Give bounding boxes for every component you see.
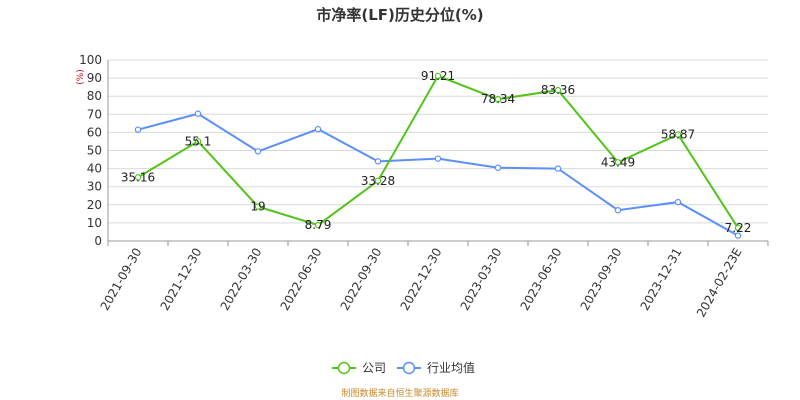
data-label: 19 — [250, 200, 265, 214]
data-point — [134, 174, 142, 181]
chart-title: 市净率(LF)历史分位(%) — [316, 6, 483, 24]
data-point — [254, 148, 262, 155]
legend-marker — [337, 361, 351, 375]
data-point — [734, 232, 742, 239]
y-tick-label: 70 — [87, 107, 102, 121]
y-tick-label: 50 — [87, 144, 102, 158]
data-point — [254, 203, 262, 210]
y-tick-label: 80 — [87, 89, 102, 103]
series-layer: 35.16 55.1 19 8.79 33.28 91.21 78.34 83.36 43.49… — [121, 69, 752, 239]
data-point — [554, 86, 562, 94]
data-point — [674, 131, 682, 138]
x-tick-label: 2023-03-30 — [458, 246, 505, 313]
data-label: 8.79 — [305, 218, 332, 232]
y-tick-label: 20 — [87, 198, 102, 212]
data-point — [314, 221, 322, 229]
x-tick-label: 2022-03-30 — [218, 246, 265, 313]
x-tick-label: 2023-12-31 — [638, 246, 685, 313]
data-point — [554, 165, 562, 172]
legend-marker — [402, 361, 416, 375]
legend-label: 行业均值 — [427, 360, 475, 375]
grid — [108, 59, 768, 242]
legend-item-company[interactable]: 公司 — [332, 361, 386, 375]
x-tick-label: 2021-12-30 — [158, 246, 205, 313]
data-point — [494, 164, 502, 171]
data-label: 91.21 — [421, 69, 455, 83]
data-label: 43.49 — [601, 155, 635, 169]
x-tick-label: 2022-09-30 — [338, 246, 385, 313]
x-axis: 2021-09-30 2021-12-30 2022-03-30 2022-06-30… — [98, 241, 769, 320]
y-tick-label: 60 — [87, 125, 102, 139]
data-label: 35.16 — [121, 170, 155, 184]
x-tick-label: 2024-02-23E — [694, 246, 745, 320]
y-tick-label: 10 — [87, 216, 102, 230]
y-tick-label: 90 — [87, 71, 102, 85]
y-tick-label: 0 — [94, 234, 102, 248]
data-point — [374, 177, 382, 184]
data-point — [494, 96, 502, 103]
data-point — [374, 158, 382, 165]
x-tick-label: 2022-06-30 — [278, 246, 325, 313]
source-note: 制图数据来自恒生聚源数据库 — [341, 387, 458, 399]
data-label: 33.28 — [361, 174, 395, 188]
legend[interactable]: 公司 行业均值 — [332, 360, 475, 375]
legend-label: 公司 — [362, 361, 386, 375]
data-label: 78.34 — [481, 92, 515, 106]
data-label: 55.1 — [185, 134, 212, 148]
data-point — [674, 198, 682, 206]
data-point — [614, 159, 622, 166]
legend-item-industry[interactable]: 行业均值 — [397, 360, 475, 375]
x-tick-label: 2023-09-30 — [578, 246, 625, 313]
data-point — [134, 126, 142, 133]
data-label: 7.22 — [725, 221, 752, 235]
y-tick-label: 100 — [79, 53, 102, 67]
data-point — [614, 207, 622, 214]
y-unit-label: (%) — [76, 69, 86, 85]
x-tick-label: 2022-12-30 — [398, 246, 445, 313]
data-point — [194, 110, 202, 117]
y-tick-label: 40 — [87, 162, 102, 176]
data-point — [434, 72, 442, 80]
data-label: 58.87 — [661, 127, 695, 141]
y-axis: 0 10 20 30 40 50 60 70 80 90 100 — [79, 53, 109, 248]
data-point — [194, 138, 202, 145]
data-point — [734, 224, 742, 232]
data-label: 83.36 — [541, 83, 575, 97]
data-point — [434, 155, 442, 162]
y-tick-label: 30 — [87, 180, 102, 194]
data-point — [314, 125, 322, 133]
x-tick-label: 2023-06-30 — [518, 246, 565, 313]
x-tick-label: 2021-09-30 — [98, 246, 145, 313]
